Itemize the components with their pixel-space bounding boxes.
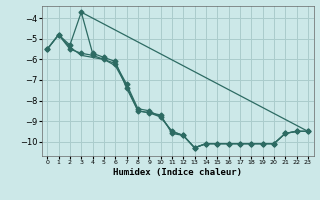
X-axis label: Humidex (Indice chaleur): Humidex (Indice chaleur) [113,168,242,177]
